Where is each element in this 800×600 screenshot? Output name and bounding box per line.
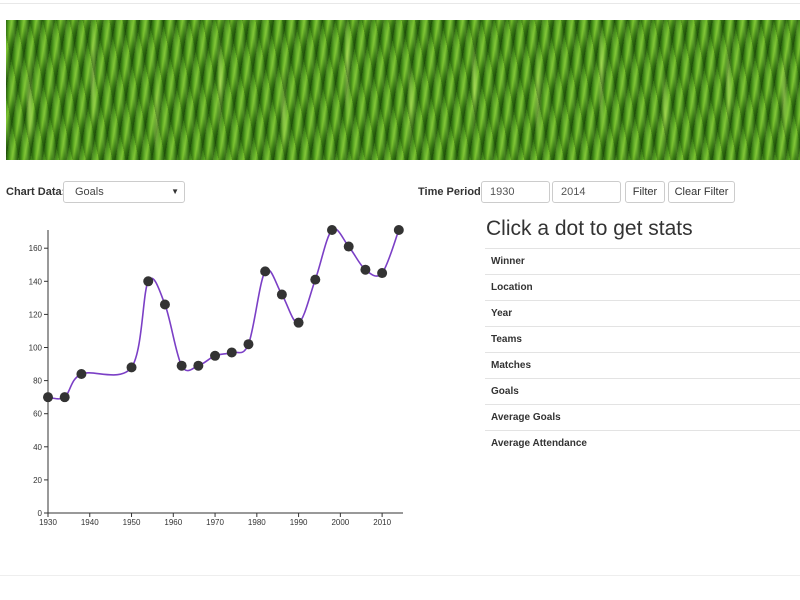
y-tick-label: 140 <box>29 277 43 286</box>
series-line <box>47 228 400 400</box>
y-tick-label: 100 <box>29 344 43 353</box>
time-period-label: Time Period: <box>418 186 485 198</box>
stat-row-average-goals: Average Goals <box>485 404 800 430</box>
data-point-dot[interactable] <box>143 276 154 287</box>
data-point-dot[interactable] <box>327 225 337 235</box>
end-year-input[interactable]: 2014 <box>552 181 621 203</box>
y-tick-label: 20 <box>33 476 42 485</box>
stat-row-matches: Matches <box>485 352 800 378</box>
y-tick-label: 40 <box>33 443 42 452</box>
chart-data-select-value: Goals <box>75 186 104 198</box>
data-point-dot[interactable] <box>59 392 70 403</box>
x-tick-label: 1940 <box>81 518 99 527</box>
y-tick-label: 80 <box>33 377 42 386</box>
data-point-dot[interactable] <box>243 339 254 350</box>
stats-title: Click a dot to get stats <box>486 217 693 240</box>
data-point-dot[interactable] <box>159 299 170 310</box>
y-tick-label: 120 <box>29 310 43 319</box>
data-point-dot[interactable] <box>126 362 137 373</box>
chart-dot-layer <box>43 225 404 403</box>
data-point-dot[interactable] <box>226 347 237 358</box>
y-tick-label: 0 <box>38 509 43 518</box>
data-point-dot[interactable] <box>377 268 388 279</box>
x-tick-label: 2010 <box>373 518 391 527</box>
stat-row-goals: Goals <box>485 378 800 404</box>
grass-banner-image <box>6 20 800 160</box>
top-divider <box>0 3 800 4</box>
data-point-dot[interactable] <box>360 264 371 275</box>
goals-line-chart: 0 20 40 60 80 100 120 140 160 1930 1940 1950 1960 197… <box>29 225 404 527</box>
data-point-dot[interactable] <box>176 360 187 371</box>
data-point-dot[interactable] <box>260 266 271 277</box>
chart-data-label: Chart Data: <box>6 186 66 198</box>
chart-axes: 0 20 40 60 80 100 120 140 160 1930 1940 1950 1960 197… <box>29 230 403 527</box>
clear-filter-button[interactable]: Clear Filter <box>668 181 735 203</box>
data-point-dot[interactable] <box>210 350 221 361</box>
y-tick-label: 60 <box>33 410 42 419</box>
start-year-input[interactable]: 1930 <box>481 181 550 203</box>
data-point-dot[interactable] <box>276 289 287 300</box>
data-point-dot[interactable] <box>76 368 87 379</box>
data-point-dot[interactable] <box>393 225 404 235</box>
stat-row-winner: Winner <box>485 248 800 274</box>
bottom-divider <box>0 575 800 576</box>
x-tick-label: 1930 <box>39 518 57 527</box>
x-tick-label: 1980 <box>248 518 266 527</box>
filter-button[interactable]: Filter <box>625 181 665 203</box>
x-tick-label: 1990 <box>290 518 308 527</box>
stat-row-average-attendance: Average Attendance <box>485 430 800 456</box>
x-tick-label: 1970 <box>206 518 224 527</box>
x-tick-label: 1960 <box>164 518 182 527</box>
chart-line-layer <box>47 228 400 400</box>
chevron-down-icon: ▼ <box>171 187 179 196</box>
x-tick-label: 1950 <box>123 518 141 527</box>
stat-row-teams: Teams <box>485 326 800 352</box>
stats-list: Winner Location Year Teams Matches Goals Avera… <box>485 248 800 456</box>
data-point-dot[interactable] <box>193 360 204 371</box>
y-tick-label: 160 <box>29 244 43 253</box>
data-point-dot[interactable] <box>343 241 354 252</box>
data-point-dot[interactable] <box>293 317 304 328</box>
data-point-dot[interactable] <box>43 392 53 403</box>
stat-row-location: Location <box>485 274 800 300</box>
data-point-dot[interactable] <box>310 274 321 285</box>
x-tick-label: 2000 <box>331 518 349 527</box>
stat-row-year: Year <box>485 300 800 326</box>
chart-data-select[interactable]: Goals ▼ <box>63 181 185 203</box>
